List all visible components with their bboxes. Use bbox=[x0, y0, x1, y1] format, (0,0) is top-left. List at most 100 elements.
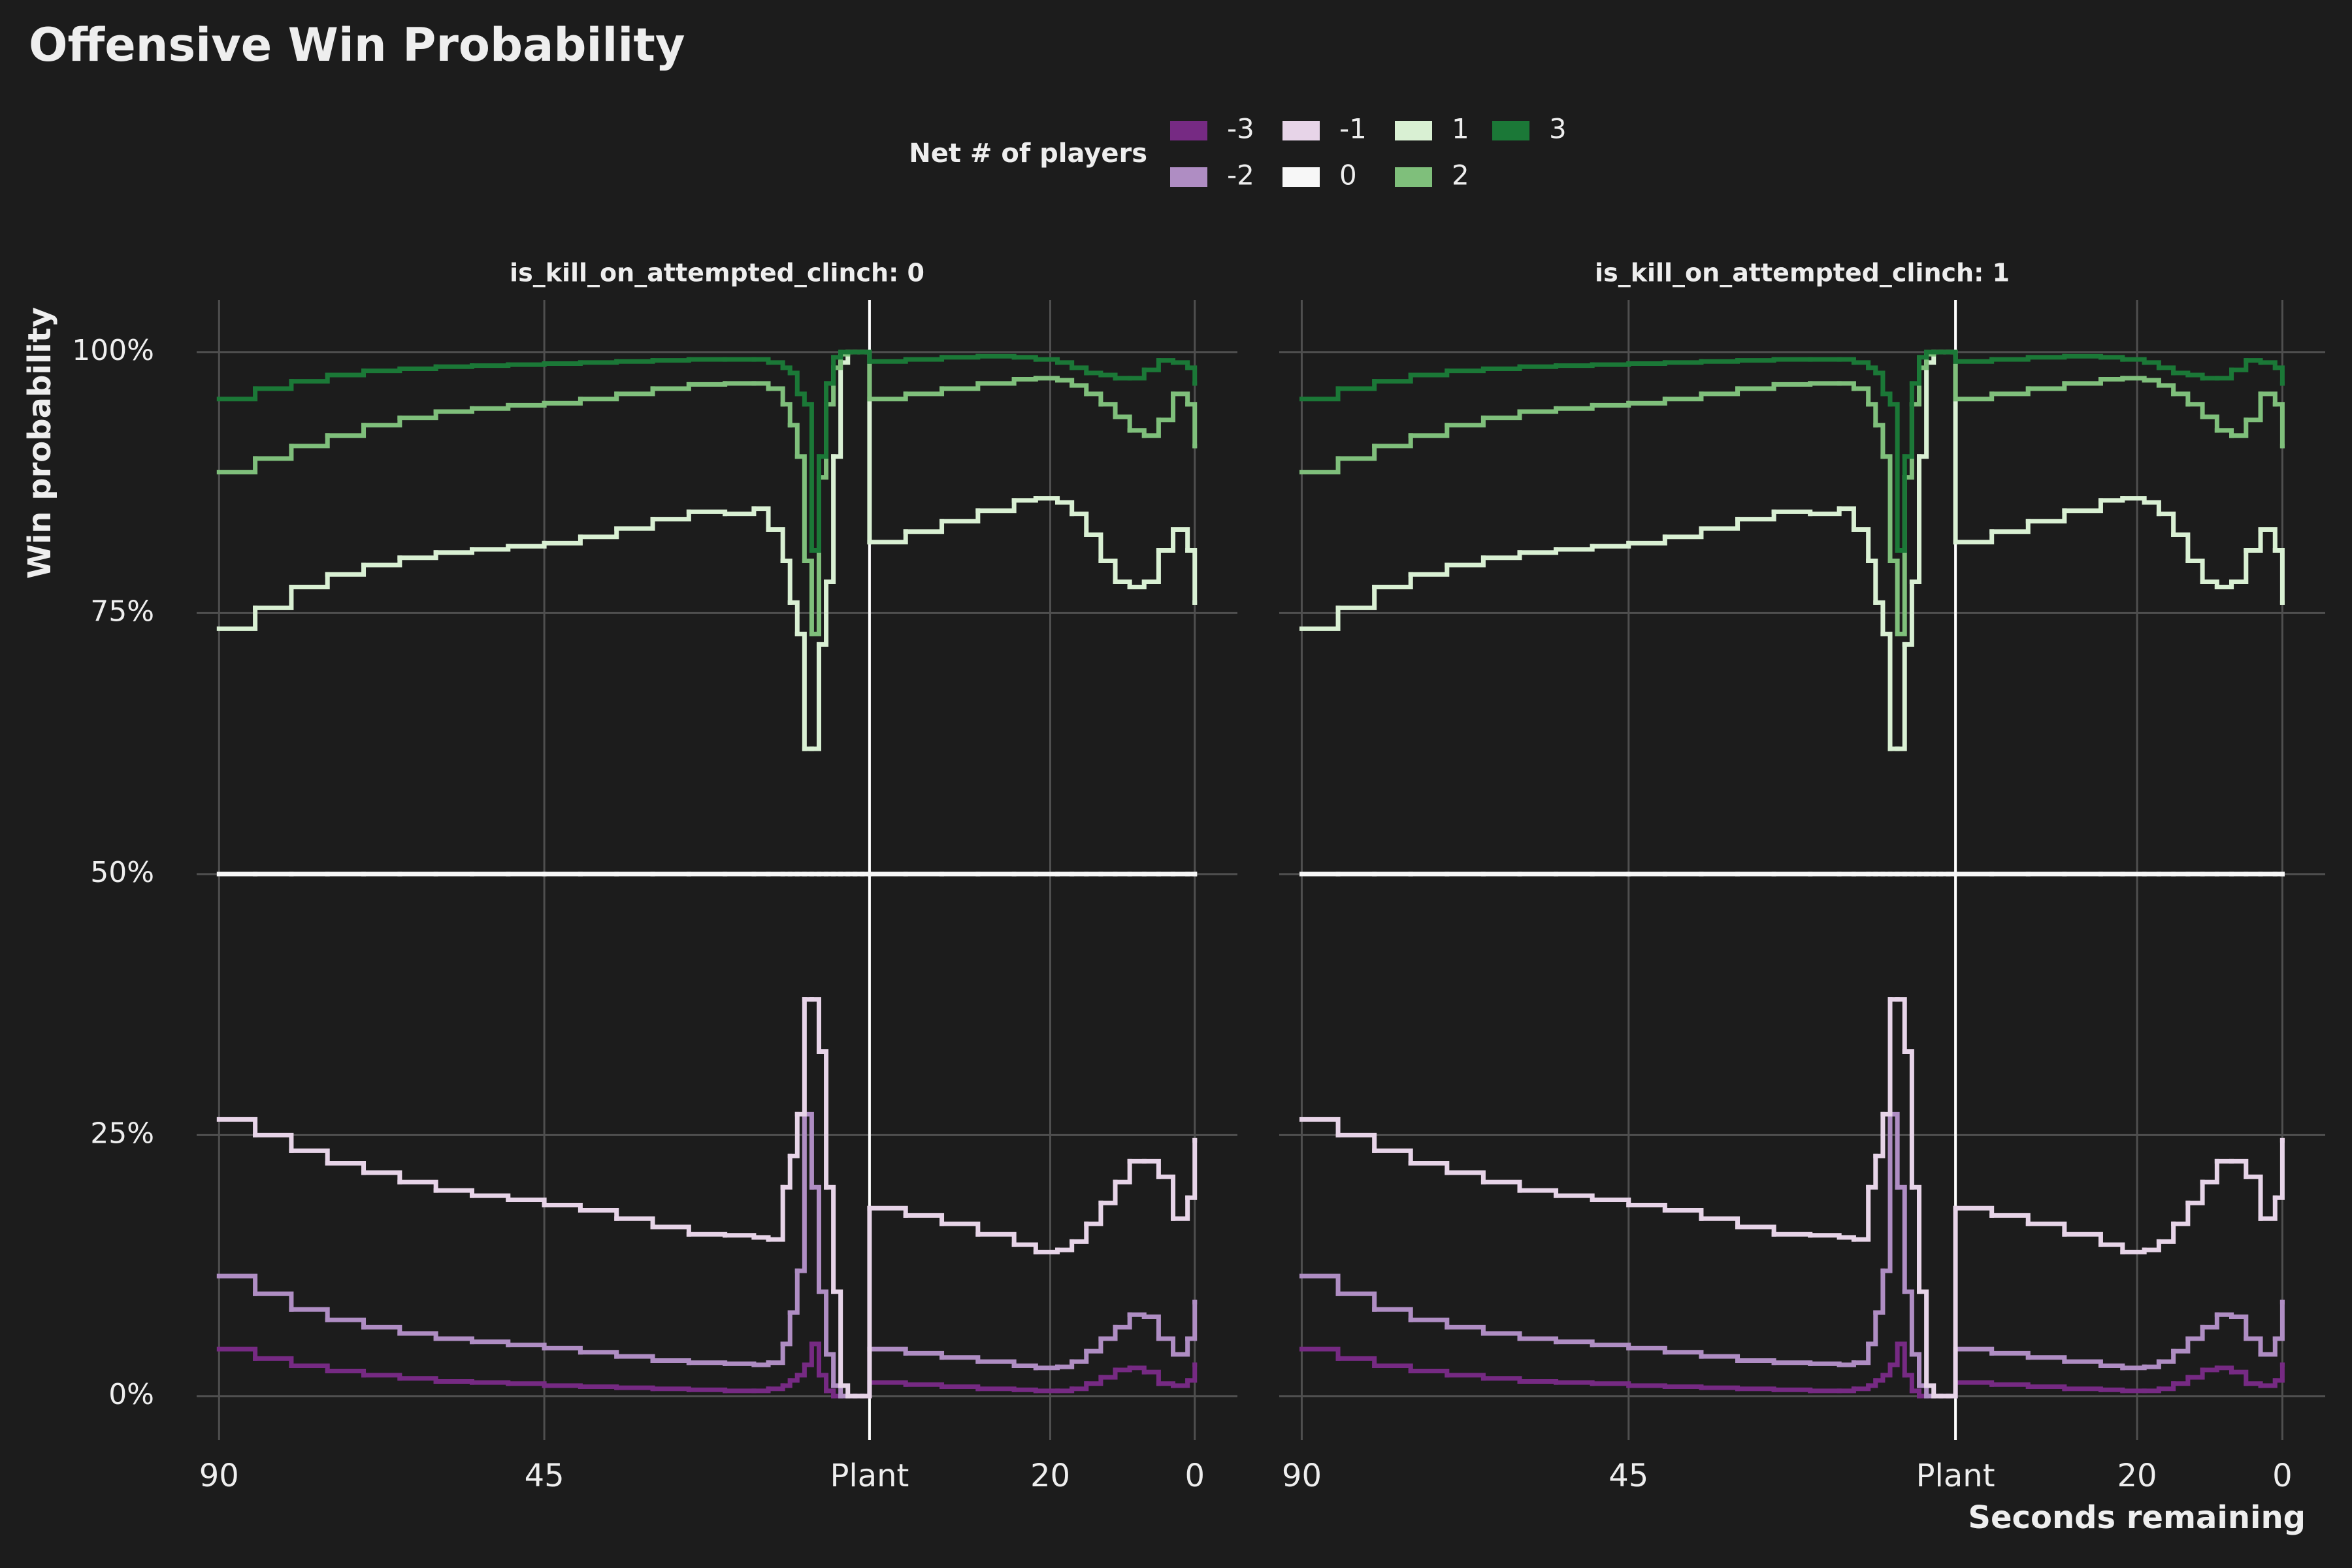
step-segment bbox=[289, 1148, 330, 1166]
step-segment bbox=[1590, 1381, 1631, 1388]
step-segment bbox=[1185, 1362, 1198, 1383]
step-segment bbox=[1662, 359, 1704, 365]
step-segment bbox=[1171, 1336, 1190, 1357]
step-segment bbox=[1098, 1179, 1118, 1205]
step-segment bbox=[1033, 1364, 1060, 1371]
legend-label: -2 bbox=[1227, 159, 1254, 191]
step-segment bbox=[2185, 402, 2205, 419]
step-segment bbox=[686, 509, 728, 517]
step-segment bbox=[2258, 1336, 2278, 1357]
x-tick-label: 0 bbox=[2272, 1458, 2293, 1494]
step-segment bbox=[2156, 383, 2176, 397]
step-segment bbox=[2272, 1137, 2285, 1200]
step-segment bbox=[614, 517, 655, 531]
step-segment bbox=[903, 519, 945, 534]
step-segment bbox=[1185, 1137, 1198, 1200]
step-segment bbox=[1953, 357, 1995, 364]
step-segment bbox=[2142, 1239, 2161, 1252]
step-segment bbox=[2171, 532, 2191, 563]
step-segment bbox=[1084, 391, 1103, 407]
step-segment bbox=[614, 1216, 655, 1230]
step-segment bbox=[325, 1161, 367, 1175]
legend-key bbox=[1395, 167, 1432, 187]
step-segment bbox=[1887, 402, 1900, 553]
step-segment bbox=[253, 584, 294, 610]
step-segment bbox=[824, 1184, 836, 1294]
step-segment bbox=[1033, 1247, 1060, 1254]
step-segment bbox=[1771, 1387, 1813, 1394]
x-tick-label: Plant bbox=[1916, 1458, 1995, 1494]
step-segment bbox=[1699, 358, 1740, 364]
x-tick-label: 20 bbox=[2117, 1458, 2157, 1494]
step-segment bbox=[1156, 1174, 1176, 1221]
step-segment bbox=[433, 1379, 474, 1385]
x-axis-title: Seconds remaining bbox=[1968, 1499, 2306, 1536]
step-segment bbox=[1662, 1384, 1704, 1390]
y-tick-label: 100% bbox=[72, 334, 154, 367]
step-segment bbox=[289, 572, 330, 589]
step-segment bbox=[794, 1362, 807, 1378]
step-segment bbox=[1946, 1205, 1958, 1399]
step-segment bbox=[361, 416, 402, 428]
step-segment bbox=[1335, 379, 1377, 391]
step-segment bbox=[397, 364, 438, 371]
step-segment bbox=[1299, 1347, 1341, 1361]
step-segment bbox=[903, 1382, 945, 1389]
step-segment bbox=[1590, 400, 1631, 408]
step-segment bbox=[325, 563, 367, 577]
step-segment bbox=[1771, 1232, 1813, 1238]
legend-label: -3 bbox=[1227, 113, 1254, 145]
step-segment bbox=[1445, 555, 1486, 568]
step-segment bbox=[1480, 1179, 1522, 1193]
step-segment bbox=[1880, 391, 1893, 407]
step-segment bbox=[939, 353, 981, 360]
step-segment bbox=[506, 1381, 547, 1388]
x-tick-label: 90 bbox=[199, 1458, 239, 1494]
step-segment bbox=[975, 1232, 1017, 1247]
step-segment bbox=[1902, 1373, 1914, 1394]
step-segment bbox=[1156, 527, 1176, 553]
step-segment bbox=[650, 1386, 691, 1392]
step-segment bbox=[1113, 414, 1132, 433]
step-segment bbox=[802, 558, 814, 636]
step-segment bbox=[1662, 526, 1704, 540]
step-segment bbox=[1113, 1158, 1132, 1184]
step-segment bbox=[1372, 433, 1413, 449]
step-segment bbox=[766, 1341, 785, 1365]
step-segment bbox=[2185, 1324, 2205, 1341]
step-segment bbox=[2156, 512, 2176, 538]
step-segment bbox=[787, 423, 800, 459]
step-segment bbox=[809, 642, 821, 751]
step-segment bbox=[1895, 454, 1907, 553]
legend-key bbox=[1282, 121, 1320, 140]
step-segment bbox=[1909, 1184, 1921, 1294]
step-segment bbox=[1851, 386, 1871, 407]
step-segment bbox=[1141, 1369, 1161, 1386]
step-segment bbox=[1887, 1111, 1900, 1190]
step-segment bbox=[1662, 1207, 1704, 1221]
step-segment bbox=[2062, 353, 2103, 360]
step-segment bbox=[1873, 1111, 1886, 1158]
step-segment bbox=[780, 1153, 792, 1190]
step-segment bbox=[2098, 496, 2125, 503]
step-segment bbox=[1909, 454, 1921, 584]
legend-label: -1 bbox=[1339, 113, 1367, 145]
step-segment bbox=[766, 527, 785, 563]
step-segment bbox=[253, 1132, 294, 1153]
step-segment bbox=[1880, 1111, 1893, 1273]
step-segment bbox=[838, 1383, 851, 1399]
step-segment bbox=[1011, 376, 1038, 382]
legend-key bbox=[1170, 167, 1207, 187]
step-segment bbox=[794, 391, 807, 407]
step-segment bbox=[2185, 1179, 2205, 1205]
step-segment bbox=[1070, 383, 1089, 397]
step-segment bbox=[1335, 444, 1377, 461]
step-segment bbox=[1590, 361, 1631, 367]
step-segment bbox=[1699, 1216, 1740, 1230]
step-segment bbox=[723, 1233, 757, 1240]
step-segment bbox=[816, 1289, 829, 1357]
step-segment bbox=[1070, 512, 1089, 538]
step-segment bbox=[2244, 527, 2263, 553]
step-segment bbox=[816, 579, 829, 647]
